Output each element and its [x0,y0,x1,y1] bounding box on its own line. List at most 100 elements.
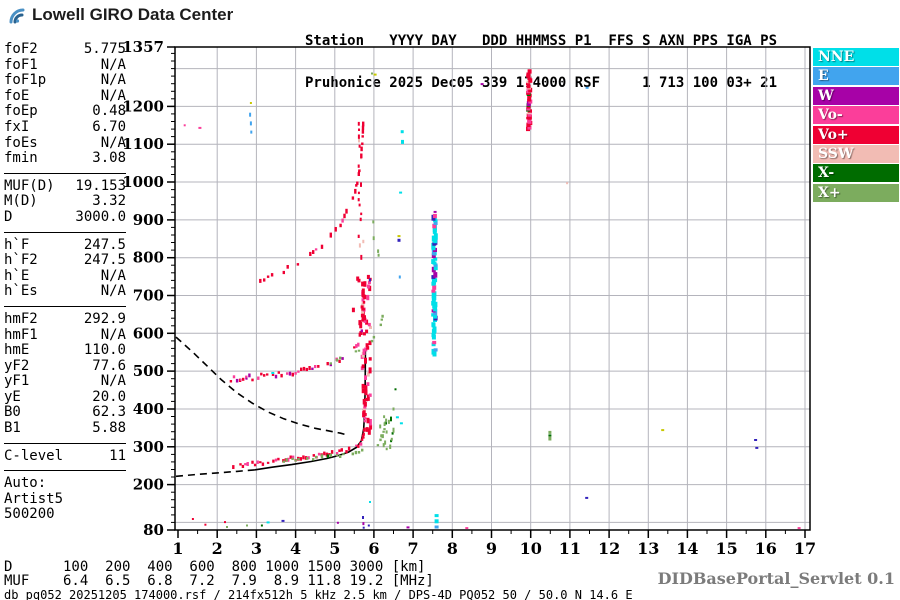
param-value: 3000.0 [75,208,126,225]
legend-item-w: W [813,86,899,105]
param-label: foEs [4,134,38,151]
legend-item-nne: NNE [813,48,899,66]
param-label: M(D) [4,193,38,210]
svg-text:17: 17 [794,539,816,558]
param-value: N/A [100,373,126,390]
distance-row: D 100 200 400 600 800 1000 1500 3000 [km… [4,559,426,575]
param-label: hmF2 [4,310,38,327]
svg-text:1200: 1200 [122,97,164,115]
param-label: h`E [4,267,30,284]
panel-separator [4,231,126,233]
svg-text:800: 800 [133,249,164,267]
param-label: yF1 [4,373,30,390]
param-row: hmF1 N/A [4,326,126,344]
param-value: 247.5 [83,252,126,269]
param-value: N/A [100,326,126,343]
legend-item-e: E [813,67,899,86]
svg-text:11: 11 [559,539,581,558]
param-value: 77.6 [92,357,126,374]
param-label: D [4,208,13,225]
param-label: foF2 [4,41,38,57]
logo-text: Lowell GIRO Data Center [32,5,234,24]
param-row: h`Es N/A [4,284,126,300]
svg-text:13: 13 [637,539,659,558]
param-label: hmE [4,342,30,359]
svg-text:700: 700 [133,287,164,305]
svg-text:7: 7 [408,539,419,558]
param-row: fxI 6.70 [4,118,126,136]
param-row: B1 5.88 [4,420,126,437]
param-row: foF2 5.775 [4,41,126,58]
legend-item-xplus: X+ [813,183,899,202]
param-label: fxI [4,118,30,135]
param-value: 3.08 [92,150,126,167]
param-row: h`F 247.5 [4,236,126,254]
param-value: 19.153 [75,177,126,194]
param-row: M(D) 3.32 [4,194,126,210]
svg-text:4: 4 [290,539,301,558]
legend-item-xminus: X- [813,164,899,183]
svg-text:80: 80 [143,521,164,539]
param-value: 292.9 [83,310,126,327]
param-row: hmF2 292.9 [4,310,126,328]
param-row: foE N/A [4,88,126,105]
autoscaling-info-line: Artist5 [4,490,64,507]
svg-text:1100: 1100 [122,135,164,153]
station-header-line2: Pruhonice 2025 Dec05 339 174000 RSF 1 71… [305,75,778,91]
param-value: 247.5 [83,236,126,253]
svg-text:2: 2 [212,539,223,558]
parameter-panel: foF2 5.775 foF1 N/A foF1p N/A foE N/A foEp 0.48 fx… [4,41,126,523]
panel-separator [4,442,126,444]
param-label: B1 [4,420,21,437]
autoscaling-info-line: Auto: [4,475,47,492]
param-row: foF1 N/A [4,56,126,74]
param-label: fmin [4,150,38,167]
param-row: foF1p N/A [4,73,126,89]
param-label: foEp [4,103,38,120]
param-label: foF1 [4,56,38,73]
svg-text:400: 400 [133,400,164,418]
param-value: 5.88 [92,420,126,437]
param-value: 5.775 [83,41,126,57]
param-label: B0 [4,404,21,421]
svg-text:9: 9 [486,539,497,558]
autoscaling-info-line: 500200 [4,506,55,523]
param-value: 0.48 [92,103,126,120]
svg-text:600: 600 [133,324,164,342]
param-value: 3.32 [92,193,126,210]
param-row: h`F2 247.5 [4,253,126,269]
giro-logo-icon [9,8,25,24]
svg-text:15: 15 [715,539,737,558]
param-label: foF1p [4,72,47,89]
param-row: hmE 110.0 [4,342,126,359]
param-label: MUF(D) [4,177,55,194]
svg-text:6: 6 [368,539,379,558]
station-header-line1: Station YYYY DAY DDD HHMMSS P1 FFS S AXN… [305,33,778,49]
svg-text:10: 10 [520,539,542,558]
echo-direction-legend: NNE E W Vo- Vo+ SSW X- X+ [813,48,899,203]
param-row: foEs N/A [4,134,126,152]
param-row: yF1 N/A [4,374,126,390]
measurement-info: db pq052 20251205 174000.rsf / 214fx512h… [4,588,633,600]
panel-separator [4,305,126,307]
svg-text:300: 300 [133,438,164,456]
legend-item-voplus: Vo+ [813,125,899,144]
svg-text:16: 16 [755,539,777,558]
svg-text:1357: 1357 [122,38,164,56]
legend-item-ssw: SSW [813,144,899,163]
servlet-version: DIDBasePortal_Servlet 0.1 [657,569,895,588]
param-value: 11 [109,447,126,464]
param-label: yF2 [4,357,30,374]
param-value: N/A [100,134,126,151]
logo: Lowell GIRO Data Center [8,4,233,26]
svg-text:5: 5 [329,539,340,558]
svg-text:12: 12 [598,539,620,558]
panel-separator [4,470,126,472]
param-value: 62.3 [92,404,126,421]
param-row: fmin 3.08 [4,151,126,167]
svg-text:1: 1 [172,539,183,558]
svg-text:8: 8 [447,539,458,558]
svg-text:3: 3 [251,539,262,558]
